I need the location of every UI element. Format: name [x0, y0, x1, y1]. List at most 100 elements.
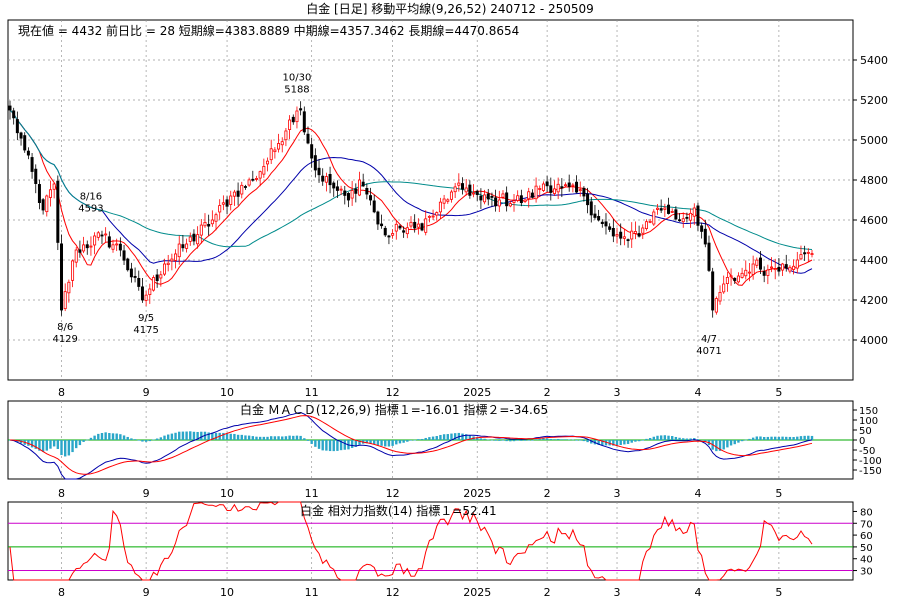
candle-down [608, 226, 612, 230]
macd-hist-bar [626, 440, 630, 444]
macd-hist-bar [314, 440, 317, 447]
macd-hist-bar [86, 439, 89, 441]
macd-hist-bar [464, 434, 468, 440]
candle-up [273, 149, 277, 153]
macd-hist-bar [531, 440, 534, 441]
macd-hist-bar [288, 435, 291, 440]
candle-down [107, 236, 111, 248]
month-label: 4 [694, 386, 701, 399]
annotation-date: 4/7 [701, 334, 717, 345]
candle-up [350, 190, 354, 199]
candle-down [140, 286, 144, 301]
candle-up [453, 186, 457, 193]
price-tick-label: 5200 [860, 94, 888, 107]
candle-up [449, 191, 453, 200]
macd-hist-bar [564, 439, 567, 440]
macd-hist-bar [247, 435, 251, 440]
macd-hist-bar [667, 435, 670, 440]
macd-hist-bar [75, 440, 78, 449]
candle-up [523, 199, 527, 202]
macd-hist-bar [527, 440, 530, 441]
candle-up [221, 202, 225, 205]
macd-hist-bar [571, 439, 575, 441]
price-x-axis: 8 9 10 11 12 2025 2 3 4 5 [58, 386, 782, 399]
month-label: 9 [143, 487, 150, 500]
macd-hist-bar [759, 436, 762, 440]
macd-hist-bar [792, 437, 795, 440]
macd-hist-bar [115, 433, 118, 440]
macd-tick-label: 150 [859, 406, 878, 417]
candle-down [593, 213, 597, 218]
candle-up [196, 234, 200, 245]
candle-up [556, 183, 560, 193]
macd-hist-bar [678, 437, 681, 440]
candle-up [295, 110, 299, 123]
macd-hist-bar [799, 436, 803, 440]
macd-hist-bar [556, 438, 560, 440]
candle-up [670, 211, 674, 213]
candle-up [442, 198, 446, 204]
macd-hist-bar [424, 437, 427, 440]
month-label: 8 [58, 386, 65, 399]
macd-hist-bar [785, 436, 788, 440]
macd-hist-bar [729, 440, 733, 446]
macd-hist-bar [310, 440, 313, 444]
macd-hist-bar [380, 440, 383, 446]
candle-up [564, 184, 568, 187]
macd-hist-bar [523, 440, 527, 441]
month-label: 12 [386, 386, 400, 399]
macd-hist-bar [579, 440, 582, 441]
macd-hist-bar [726, 440, 729, 448]
month-label: 10 [220, 487, 234, 500]
macd-hist-bar [122, 435, 126, 440]
month-label: 5 [775, 487, 782, 500]
candle-up [339, 188, 343, 191]
macd-hist-bar [336, 440, 339, 451]
macd-hist-bar [178, 431, 181, 440]
macd-hist-bar [446, 434, 449, 440]
candle-up [483, 194, 487, 203]
macd-hist-bar [93, 435, 96, 440]
macd-hist-bar [38, 440, 41, 451]
macd-hist-bar [56, 440, 60, 449]
macd-hist-bar [803, 435, 806, 440]
candle-down [611, 227, 615, 237]
macd-hist-bar [196, 431, 199, 440]
month-label: 4 [694, 487, 701, 500]
candle-up [810, 253, 814, 256]
price-info-line: 現在値 = 4432 前日比 = 28 短期線=4383.8889 中期線=43… [18, 23, 519, 38]
candle-up [792, 265, 796, 270]
macd-hist-bar [693, 438, 696, 440]
macd-hist-bar [295, 435, 299, 440]
candle-up [269, 148, 273, 161]
candle-down [696, 205, 700, 226]
candle-up [552, 188, 556, 194]
candle-up [725, 277, 729, 284]
candle-up [714, 298, 718, 313]
candle-up [218, 205, 222, 213]
candle-up [288, 119, 292, 130]
macd-hist-bar [233, 433, 236, 440]
candle-down [37, 184, 41, 203]
macd-tick-label: 50 [859, 426, 872, 437]
candle-up [773, 268, 777, 271]
candle-up [48, 189, 52, 198]
candle-up [740, 272, 744, 278]
macd-hist-bar [211, 432, 214, 440]
macd-hist-bar [637, 440, 641, 442]
candle-down [354, 188, 358, 194]
macd-hist-bar [685, 438, 689, 440]
annotation-value: 4593 [78, 203, 103, 214]
candle-up [681, 218, 685, 223]
candle-up [512, 200, 516, 203]
macd-hist-bar [159, 437, 163, 440]
macd-hist-bar [762, 437, 766, 440]
candle-down [494, 197, 498, 207]
macd-hist-bar [111, 433, 115, 440]
macd-hist-bar [130, 438, 133, 440]
candle-down [545, 181, 549, 187]
candle-down [530, 192, 534, 198]
candle-down [137, 277, 141, 287]
moving-average-lines [9, 109, 813, 286]
macd-hist-bar [369, 440, 372, 444]
